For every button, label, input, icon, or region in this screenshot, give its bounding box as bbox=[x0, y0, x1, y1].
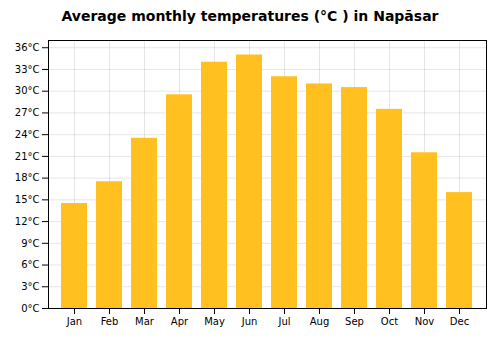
svg-text:May: May bbox=[204, 316, 225, 327]
svg-text:Nov: Nov bbox=[415, 316, 435, 327]
svg-text:24°C: 24°C bbox=[15, 129, 40, 140]
svg-text:Dec: Dec bbox=[450, 316, 469, 327]
svg-text:33°C: 33°C bbox=[15, 64, 40, 75]
svg-text:6°C: 6°C bbox=[21, 259, 39, 270]
svg-text:30°C: 30°C bbox=[15, 85, 40, 96]
svg-text:3°C: 3°C bbox=[21, 281, 39, 292]
svg-text:27°C: 27°C bbox=[15, 107, 40, 118]
svg-text:Mar: Mar bbox=[135, 316, 155, 327]
svg-text:12°C: 12°C bbox=[15, 216, 40, 227]
svg-text:Oct: Oct bbox=[381, 316, 398, 327]
html-text:Average monthly temperatures (: Average monthly temperatures (°C ) in Na… bbox=[61, 8, 439, 24]
svg-text:Feb: Feb bbox=[101, 316, 119, 327]
svg-text:Apr: Apr bbox=[171, 316, 189, 327]
svg-text:Sep: Sep bbox=[345, 316, 364, 327]
svg-text:36°C: 36°C bbox=[15, 42, 40, 53]
svg-text:21°C: 21°C bbox=[15, 151, 40, 162]
svg-text:Aug: Aug bbox=[310, 316, 330, 327]
svg-text:Jun: Jun bbox=[241, 316, 258, 327]
svg-text:0°C: 0°C bbox=[21, 303, 39, 314]
svg-text:Jul: Jul bbox=[277, 316, 290, 327]
svg-text:Jan: Jan bbox=[66, 316, 82, 327]
svg-text:9°C: 9°C bbox=[21, 238, 39, 249]
svg-text:18°C: 18°C bbox=[15, 172, 40, 183]
svg-text:15°C: 15°C bbox=[15, 194, 40, 205]
